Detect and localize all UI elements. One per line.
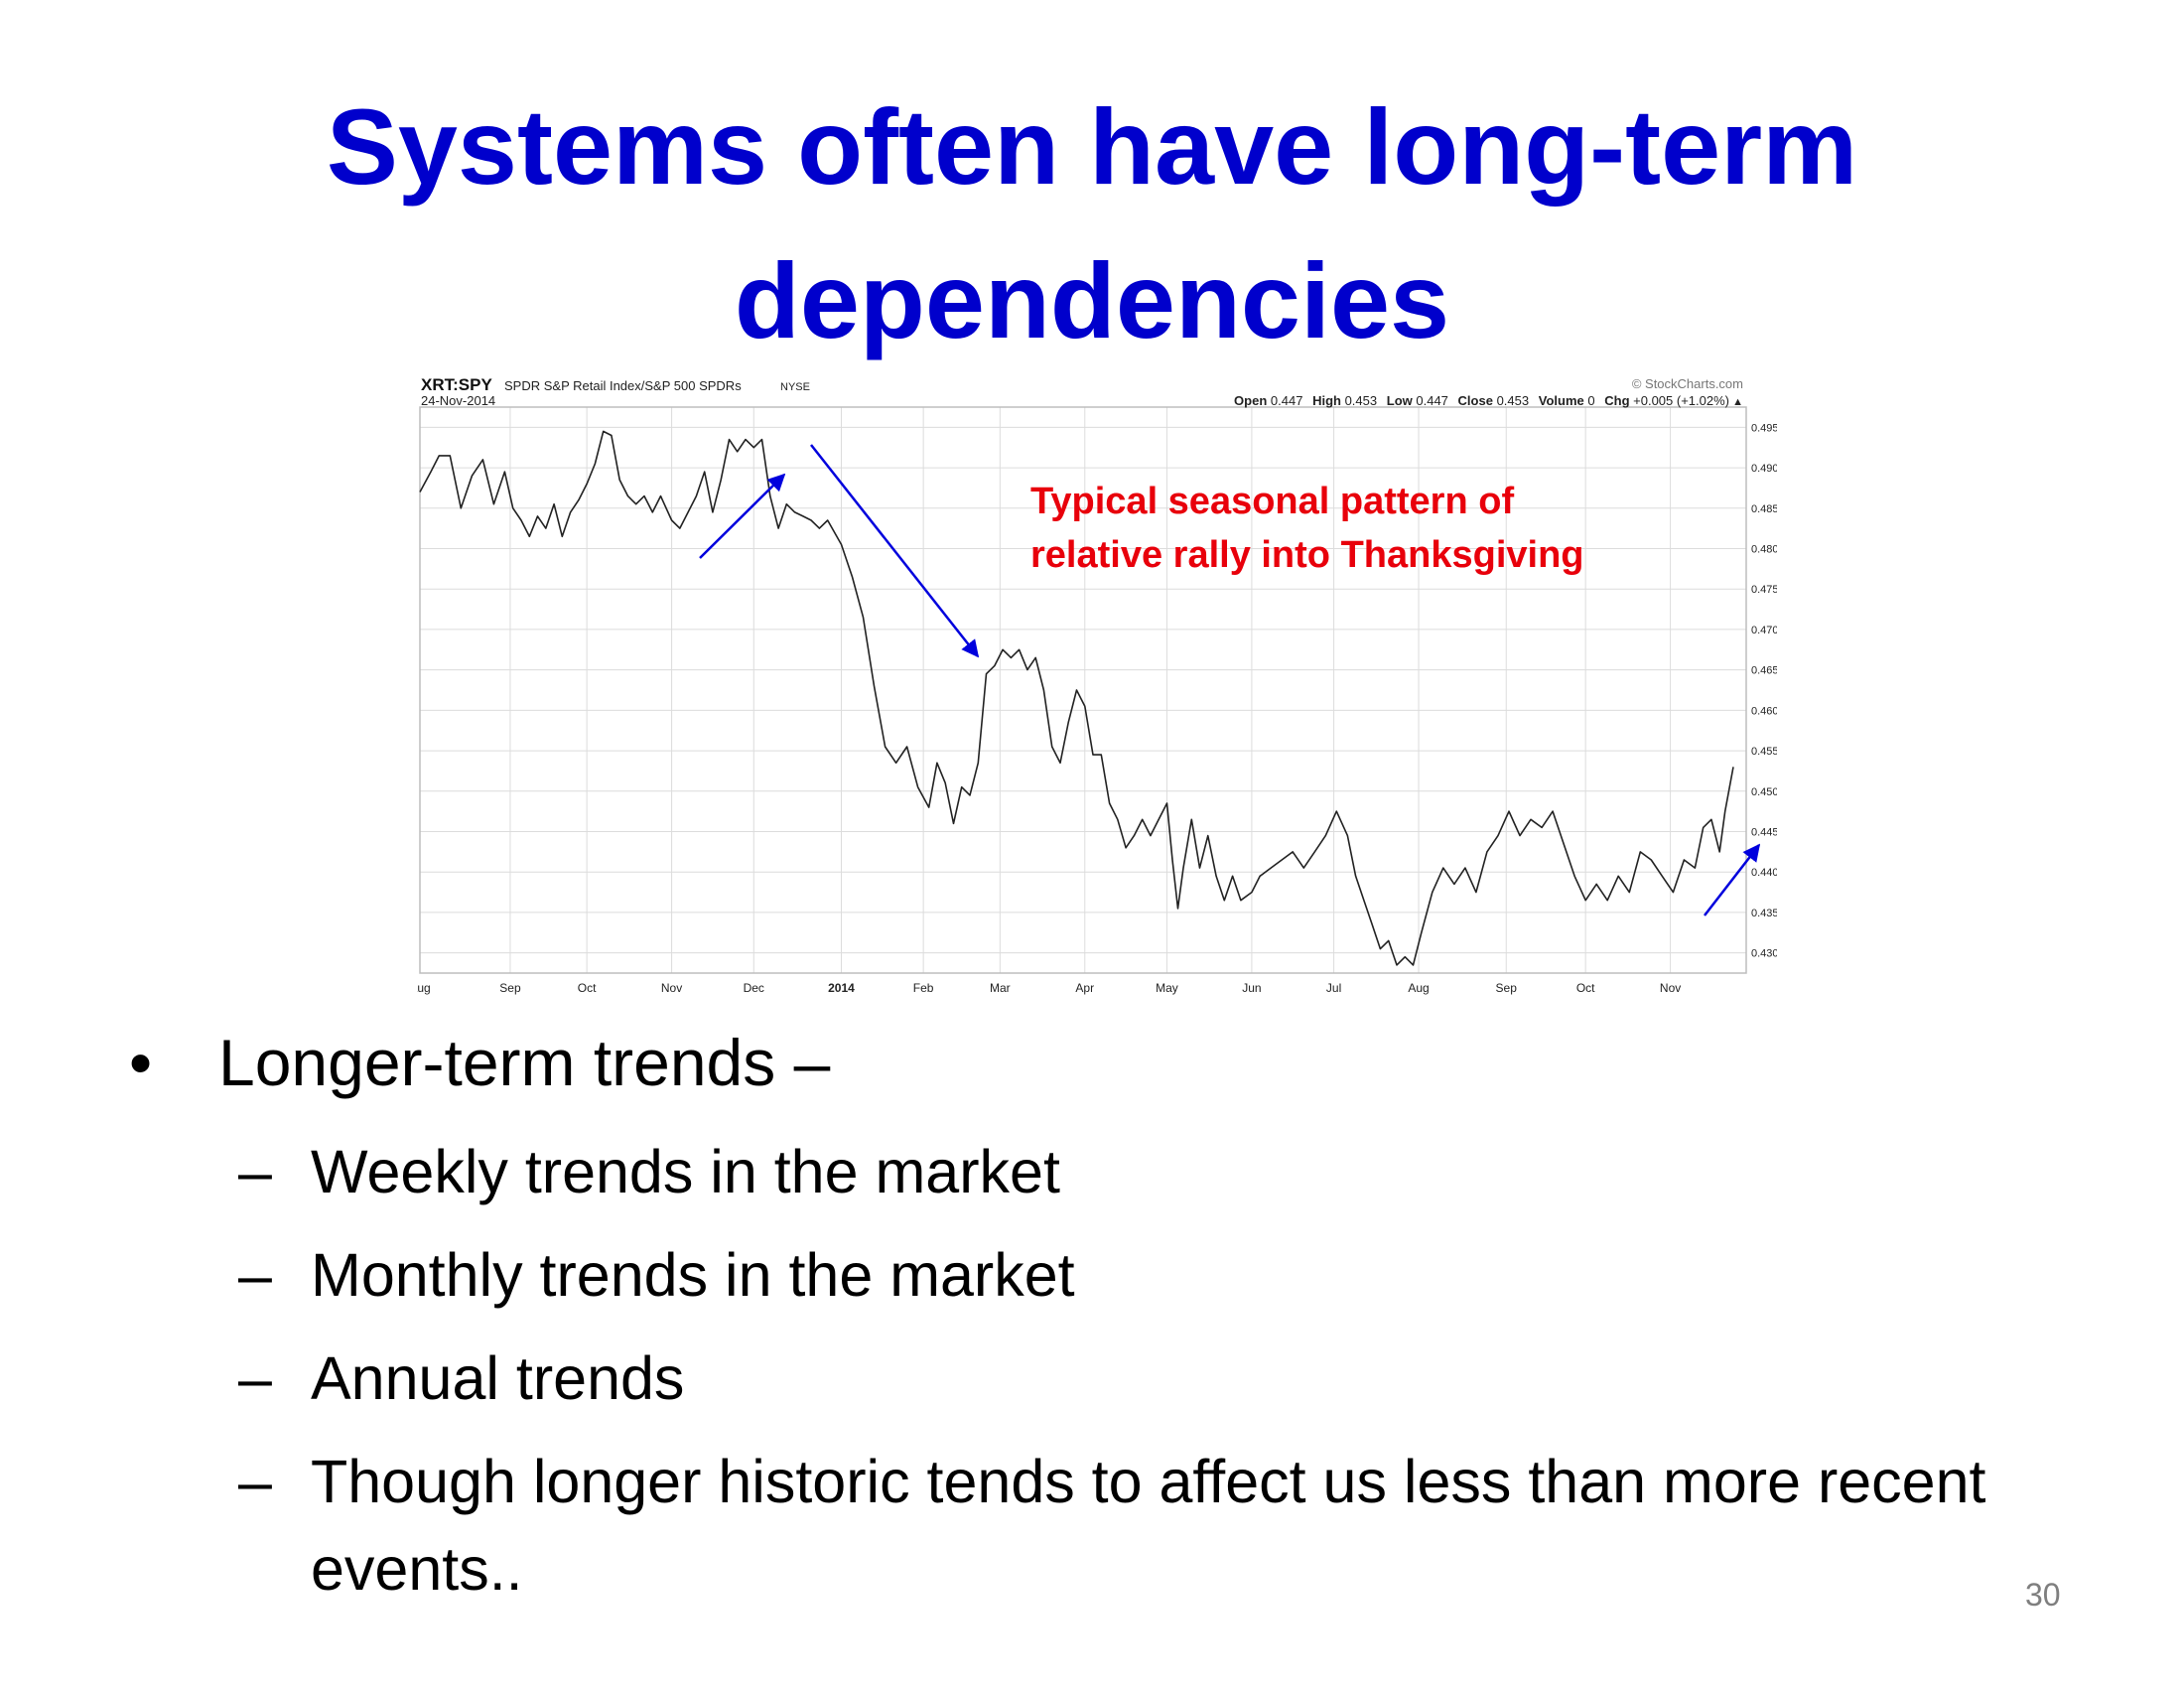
- bullet-main: • Longer-term trends –: [129, 1013, 2115, 1112]
- chart-source: © StockCharts.com: [1632, 376, 1743, 391]
- sub-bullet-text: Annual trends: [311, 1344, 685, 1412]
- arrow-nov-2014-rally: [1704, 843, 1761, 916]
- slide-number: 30: [2025, 1577, 2061, 1613]
- y-tick-label: 0.470: [1751, 625, 1777, 636]
- chart-grid: [419, 407, 1746, 973]
- y-tick-label: 0.440: [1751, 867, 1777, 879]
- quote-open-value: 0.447: [1271, 393, 1303, 408]
- quote-low-value: 0.447: [1416, 393, 1448, 408]
- quote-open-label: Open: [1234, 393, 1267, 408]
- chart-quote-line: Open 0.447 High 0.453 Low 0.447 Close 0.…: [1234, 393, 1729, 408]
- plot-frame: [419, 406, 1747, 974]
- y-tick-label: 0.485: [1751, 503, 1777, 515]
- quote-high-value: 0.453: [1345, 393, 1378, 408]
- slide-title-line-1: Systems often have long-term: [326, 86, 1858, 207]
- x-tick-label: Aug: [417, 981, 431, 995]
- x-tick-label: Aug: [1408, 981, 1429, 995]
- x-tick-label: Sep: [499, 981, 521, 995]
- y-tick-label: 0.480: [1751, 544, 1777, 556]
- chart-header: XRT:SPY SPDR S&P Retail Index/S&P 500 SP…: [421, 375, 1743, 408]
- quote-close-value: 0.453: [1497, 393, 1530, 408]
- bullet-main-text: Longer-term trends –: [218, 1026, 831, 1099]
- sub-bullet-dash-icon: –: [238, 1241, 272, 1309]
- x-tick-label: Feb: [913, 981, 934, 995]
- chart-description: SPDR S&P Retail Index/S&P 500 SPDRs: [504, 378, 742, 393]
- stock-chart-svg: 0.495 0.490 0.485 0.480 0.475 0.470 0.465 0.460…: [417, 375, 1777, 995]
- sub-bullet-dash-icon: –: [238, 1344, 272, 1412]
- y-tick-label: 0.450: [1751, 786, 1777, 798]
- x-tick-label: May: [1156, 981, 1178, 995]
- slide-title: Systems often have long-term dependencie…: [0, 70, 2184, 377]
- bullet-list: • Longer-term trends – – Weekly trends i…: [129, 1013, 2115, 1613]
- y-tick-label: 0.445: [1751, 827, 1777, 839]
- y-tick-label: 0.430: [1751, 948, 1777, 960]
- sub-bullet-annual: – Annual trends: [129, 1335, 2115, 1422]
- x-tick-label: Nov: [661, 981, 682, 995]
- y-tick-label: 0.490: [1751, 463, 1777, 475]
- sub-bullet-historic: – Though longer historic tends to affect…: [129, 1438, 2115, 1613]
- chart-symbol: XRT:SPY: [421, 375, 492, 394]
- seasonal-annotation: Typical seasonal pattern of relative ral…: [1030, 481, 1584, 576]
- stock-chart: 0.495 0.490 0.485 0.480 0.475 0.470 0.465 0.460…: [417, 372, 1777, 1008]
- x-axis-ticks: Aug Sep Oct Nov Dec 2014 Feb Mar Apr May Jun Jul Aug…: [417, 981, 1681, 995]
- y-tick-label: 0.455: [1751, 746, 1777, 758]
- sub-bullet-text: Monthly trends in the market: [311, 1241, 1075, 1309]
- arrow-jan-decline: [810, 444, 980, 658]
- sub-bullet-weekly: – Weekly trends in the market: [129, 1128, 2115, 1215]
- quote-close-label: Close: [1458, 393, 1493, 408]
- y-axis-ticks: 0.495 0.490 0.485 0.480 0.475 0.470 0.465 0.460…: [1751, 422, 1777, 959]
- sub-bullet-dash-icon: –: [238, 1138, 272, 1205]
- arrow-nov-rally: [699, 473, 786, 559]
- y-tick-label: 0.475: [1751, 584, 1777, 596]
- y-tick-label: 0.465: [1751, 665, 1777, 677]
- annotation-line-2: relative rally into Thanksgiving: [1030, 534, 1584, 576]
- y-tick-label: 0.460: [1751, 705, 1777, 717]
- x-tick-label: Dec: [744, 981, 764, 995]
- x-tick-label: Oct: [578, 981, 597, 995]
- up-triangle-icon: ▲: [1732, 396, 1743, 408]
- annotation-line-1: Typical seasonal pattern of: [1030, 481, 1514, 522]
- slide-title-line-2: dependencies: [734, 240, 1450, 360]
- sub-bullet-text: Though longer historic tends to affect u…: [311, 1448, 1986, 1603]
- sub-bullet-dash-icon: –: [238, 1448, 272, 1515]
- quote-high-label: High: [1312, 393, 1341, 408]
- price-series-line: [419, 430, 1734, 966]
- sub-bullet-monthly: – Monthly trends in the market: [129, 1231, 2115, 1319]
- quote-chg-value: +0.005 (+1.02%): [1633, 393, 1729, 408]
- x-tick-label: Oct: [1576, 981, 1595, 995]
- quote-low-label: Low: [1387, 393, 1414, 408]
- y-tick-label: 0.435: [1751, 908, 1777, 919]
- x-tick-label: Sep: [1496, 981, 1518, 995]
- x-tick-label: Jul: [1326, 981, 1341, 995]
- trend-arrows: [699, 444, 1761, 916]
- price-series-layer: [419, 430, 1734, 966]
- y-tick-label: 0.495: [1751, 422, 1777, 434]
- bullet-dot-icon: •: [129, 1026, 153, 1099]
- x-tick-label: 2014: [828, 981, 855, 995]
- x-tick-label: Mar: [990, 981, 1011, 995]
- chart-date: 24-Nov-2014: [421, 393, 495, 408]
- x-tick-label: Nov: [1660, 981, 1681, 995]
- x-tick-label: Jun: [1242, 981, 1261, 995]
- quote-volume-value: 0: [1587, 393, 1594, 408]
- quote-chg-label: Chg: [1604, 393, 1629, 408]
- chart-exchange: NYSE: [780, 381, 810, 393]
- sub-bullet-text: Weekly trends in the market: [311, 1138, 1060, 1205]
- x-tick-label: Apr: [1075, 981, 1094, 995]
- quote-volume-label: Volume: [1539, 393, 1584, 408]
